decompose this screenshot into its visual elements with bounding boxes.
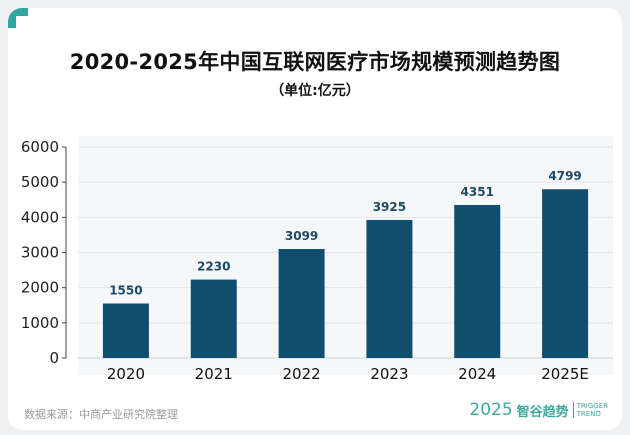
- brand-logo: 2025 智谷趋势 TRIGGER TREND: [469, 400, 608, 420]
- data-label: 4351: [461, 185, 494, 199]
- y-tick-label: 2000: [21, 279, 59, 297]
- brand-english-line-1: TRIGGER: [576, 402, 608, 410]
- data-label: 1550: [109, 283, 142, 297]
- brand-year: 2025: [469, 400, 513, 420]
- y-tick-label: 5000: [21, 173, 59, 191]
- plot-background: [78, 136, 613, 375]
- y-tick-label: 1000: [21, 314, 59, 332]
- x-tick-label: 2024: [458, 365, 496, 383]
- data-label: 4799: [548, 169, 581, 183]
- x-tick-label: 2023: [370, 365, 408, 383]
- corner-accent-icon: [8, 8, 28, 28]
- brand-name: 智谷趋势: [516, 404, 569, 420]
- y-tick-label: 0: [49, 349, 59, 367]
- data-label: 3925: [373, 200, 406, 214]
- data-label: 2230: [197, 260, 230, 274]
- bar: [102, 303, 149, 358]
- y-tick-label: 4000: [21, 208, 59, 226]
- bar: [190, 279, 237, 358]
- x-tick-label: 2022: [282, 365, 320, 383]
- chart-card: 2020-2025年中国互联网医疗市场规模预测趋势图 （单位:亿元） 0 1000…: [8, 8, 622, 430]
- bar: [454, 204, 501, 358]
- chart-subtitle: （单位:亿元）: [270, 83, 360, 99]
- bar: [542, 189, 589, 358]
- brand-english-line-2: TREND: [576, 410, 601, 418]
- x-tick-label: 2021: [195, 365, 233, 383]
- chart-title: 2020-2025年中国互联网医疗市场规模预测趋势图: [69, 50, 561, 74]
- brand-english: TRIGGER TREND: [572, 402, 608, 418]
- x-tick-label: 2020: [107, 365, 145, 383]
- data-label: 3099: [285, 229, 318, 243]
- bar: [278, 249, 325, 358]
- x-tick-label: 2025E: [541, 365, 589, 383]
- data-source-note: 数据来源：中商产业研究院整理: [24, 408, 178, 421]
- y-tick-label: 6000: [21, 138, 59, 156]
- y-tick-label: 3000: [21, 244, 59, 262]
- bar: [366, 219, 413, 358]
- bar-chart: 0 1000 2000 3000 4000 5000 6000 1550 2020 2230 202…: [21, 138, 613, 383]
